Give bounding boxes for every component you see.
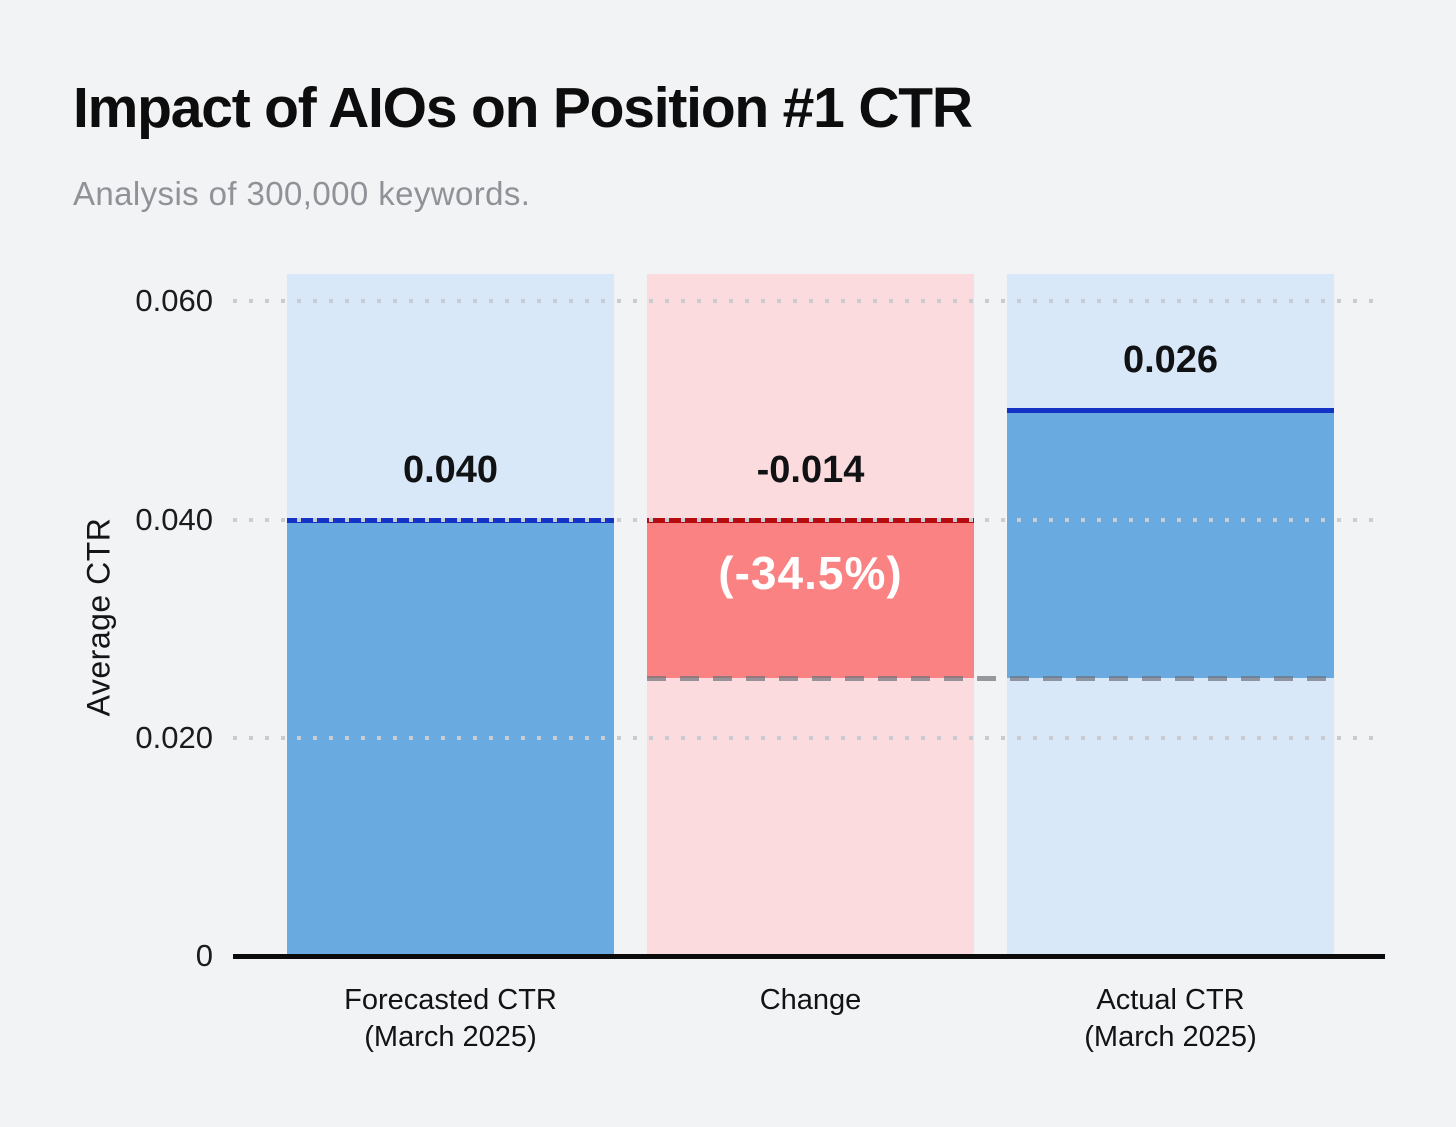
- x-category-label-actual-ctr: Actual CTR (March 2025): [991, 982, 1351, 1056]
- x-category-label-line: (March 2025): [364, 1021, 537, 1053]
- x-axis-line: [233, 954, 1385, 959]
- bar-inner-label-change: (-34.5%): [718, 546, 903, 599]
- y-tick-0.020: 0.020: [135, 719, 213, 755]
- y-tick-0: 0: [195, 938, 213, 973]
- x-category-label-forecasted-ctr: Forecasted CTR (March 2025): [271, 982, 631, 1056]
- x-category-label-change: Change: [631, 982, 991, 1019]
- gridline-0.020: [233, 735, 1385, 740]
- gridline-0.040: [233, 517, 1385, 522]
- bar-actual-ctr: [1007, 410, 1334, 678]
- gridline-0.060: [233, 299, 1385, 304]
- y-axis-title: Average CTR: [80, 517, 117, 717]
- x-category-label-line: (March 2025): [1084, 1021, 1257, 1053]
- bar-value-label-forecasted-ctr: 0.040: [402, 448, 499, 491]
- x-category-label-line: Actual CTR: [1096, 984, 1245, 1016]
- bar-change: [647, 519, 974, 678]
- bar-value-label-change: -0.014: [756, 448, 865, 491]
- y-tick-0.060: 0.060: [135, 283, 213, 319]
- bar-value-label-actual-ctr: 0.026: [1122, 339, 1219, 382]
- page-title: Impact of AIOs on Position #1 CTR: [73, 76, 973, 140]
- y-tick-0.040: 0.040: [135, 501, 213, 537]
- x-category-label-line: Change: [759, 984, 862, 1016]
- page-subtitle: Analysis of 300,000 keywords.: [73, 175, 531, 212]
- bar-top-edge-actual-ctr: [1007, 408, 1334, 414]
- connector-dashed-line: [647, 675, 1334, 681]
- x-category-label-line: Forecasted CTR: [344, 984, 557, 1016]
